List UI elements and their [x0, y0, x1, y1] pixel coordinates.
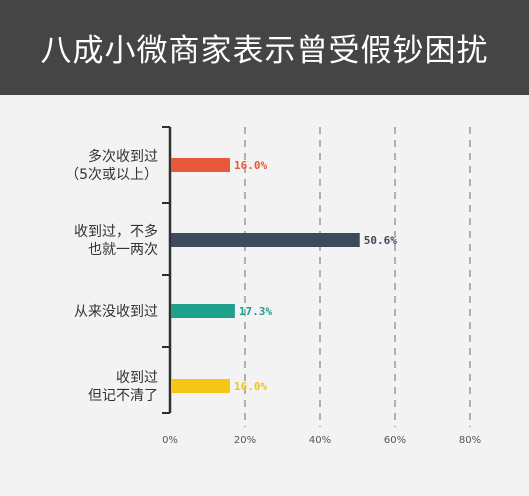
x-axis-ticks: 0% 20% 40% 60% 80%: [162, 126, 481, 446]
x-tick-label: 60%: [384, 435, 406, 446]
bar-3: [171, 304, 235, 318]
category-label-1: （5次或以上）: [65, 167, 158, 183]
chart-header: 八成小微商家表示曾受假钞困扰: [0, 0, 529, 95]
bar-4: [171, 379, 230, 393]
category-label-4: 但记不清了: [88, 388, 158, 404]
category-label-1: 多次收到过: [88, 148, 158, 165]
data-label-4: 16.0%: [234, 380, 267, 393]
data-label-1: 16.0%: [234, 159, 267, 172]
chart-title: 八成小微商家表示曾受假钞困扰: [40, 33, 489, 69]
category-label-2: 也就一两次: [88, 242, 158, 258]
category-label-4: 收到过: [116, 370, 158, 386]
x-tick-label: 40%: [309, 435, 331, 446]
x-tick-label: 80%: [459, 435, 481, 446]
bars: 16.0% 50.6% 17.3% 16.0%: [171, 158, 397, 393]
bar-1: [171, 158, 230, 172]
category-label-2: 收到过，不多: [74, 223, 158, 240]
gridlines: [244, 127, 471, 427]
category-label-3: 从来没收到过: [74, 304, 158, 320]
x-tick-label: 0%: [162, 435, 178, 446]
bar-chart: 16.0% 50.6% 17.3% 16.0% 多次收到过 （5次或以上） 收到过，不多也…: [65, 126, 481, 446]
bar-2: [171, 233, 360, 247]
x-tick-label: 20%: [234, 435, 256, 446]
data-label-2: 50.6%: [364, 234, 397, 247]
data-label-3: 17.3%: [239, 305, 272, 318]
